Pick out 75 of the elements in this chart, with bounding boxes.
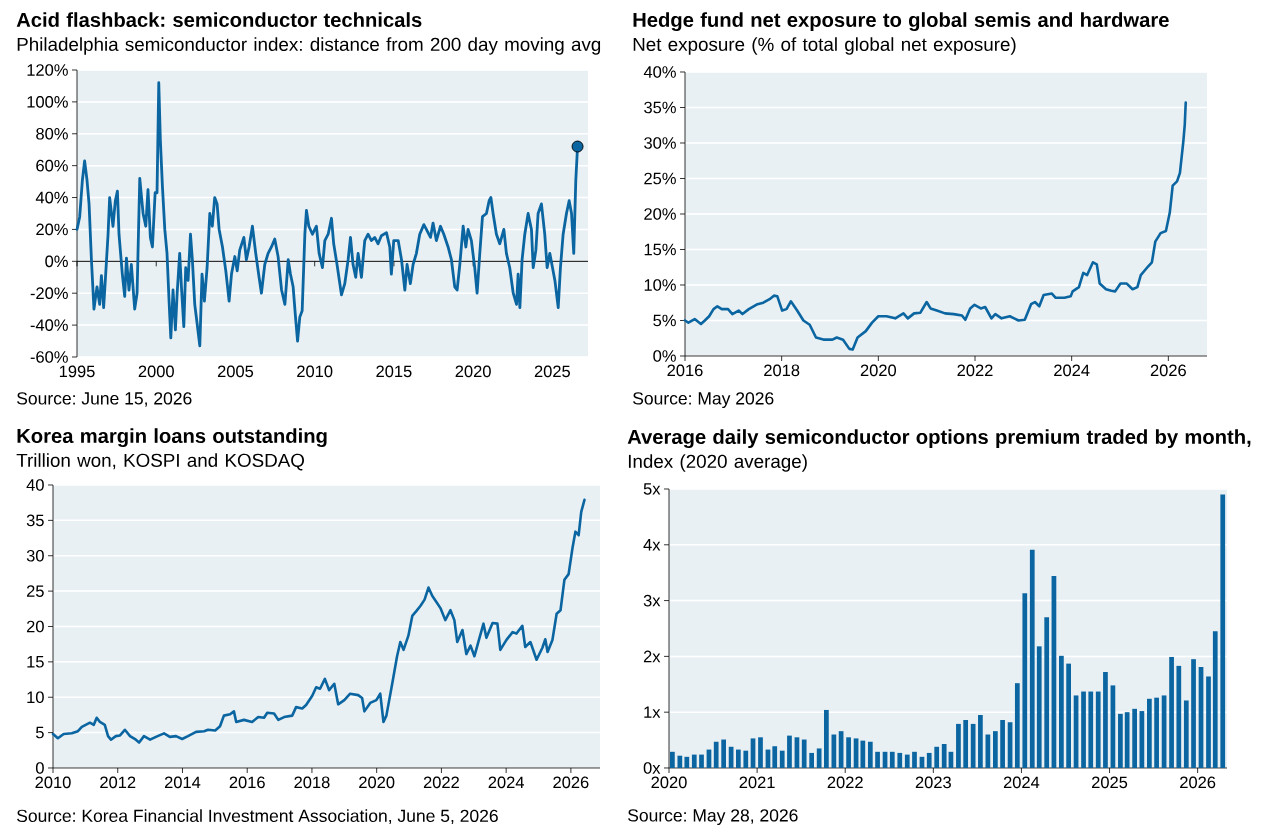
chart-subtitle: Philadelphia semiconductor index: distance from 200 day moving avg: [17, 37, 601, 55]
x-tick-label: 2005: [217, 365, 254, 378]
x-tick-label: 2015: [376, 365, 412, 378]
y-tick-label: 80%: [36, 127, 68, 140]
x-tick-label: 2010: [35, 776, 71, 789]
x-tick-label: 2016: [229, 776, 265, 789]
y-tick-label: 5x: [643, 483, 661, 495]
y-tick-label: 15%: [644, 243, 676, 256]
x-tick-label: 2000: [138, 365, 174, 378]
y-tick-label: 35: [26, 514, 44, 527]
x-tick-label: 2021: [739, 776, 775, 789]
y-tick-label: 20%: [36, 223, 68, 236]
x-tick-label: 2025: [1092, 776, 1128, 789]
y-tick-label: 10: [27, 691, 44, 704]
x-tick-label: 2024: [1003, 776, 1040, 789]
y-tick-label: 25%: [644, 172, 676, 185]
y-tick-label: 10%: [644, 279, 676, 291]
y-tick-label: 5%: [653, 314, 676, 327]
x-tick-label: 2020: [860, 364, 897, 377]
source-note: Source: May 28, 2026: [628, 809, 798, 826]
y-tick-label: 40%: [35, 191, 68, 204]
x-tick-label: 2026: [1150, 364, 1186, 377]
y-tick-label: 30: [26, 549, 44, 562]
x-tick-label: 2018: [764, 364, 800, 377]
y-tick-label: 4x: [643, 539, 661, 551]
x-tick-label: 2010: [297, 365, 333, 378]
y-tick-label: -60%: [30, 351, 68, 363]
chart-title: Korea margin loans outstanding: [17, 428, 327, 448]
y-tick-label: 40: [26, 479, 44, 491]
y-tick-label: 15: [27, 656, 44, 668]
y-tick-label: 20%: [644, 208, 676, 220]
source-note: Source: June 15, 2026: [17, 392, 192, 407]
y-tick-label: -20%: [30, 287, 68, 300]
chart-subtitle: Trillion won, KOSPI and KOSDAQ: [16, 453, 304, 471]
x-tick-label: 1995: [59, 365, 95, 378]
x-tick-label: 2025: [534, 365, 571, 378]
x-tick-label: 2024: [1054, 364, 1090, 377]
y-tick-label: 0x: [643, 762, 661, 774]
y-tick-label: 1x: [644, 706, 661, 718]
y-tick-label: 20: [26, 620, 44, 633]
y-tick-label: 3x: [643, 594, 661, 607]
y-tick-label: 2x: [643, 650, 661, 663]
x-tick-label: 2020: [455, 365, 491, 378]
y-tick-label: -40%: [30, 319, 68, 331]
x-tick-label: 2022: [827, 776, 863, 789]
x-tick-label: 2014: [164, 776, 201, 789]
y-tick-label: 5: [35, 726, 44, 739]
y-tick-label: 40%: [643, 66, 676, 78]
y-tick-label: 35%: [644, 101, 676, 114]
x-tick-label: 2022: [423, 776, 459, 789]
y-tick-label: 0%: [45, 255, 68, 268]
y-tick-label: 30%: [644, 137, 676, 149]
x-tick-label: 2012: [100, 776, 136, 789]
chart-title: Acid flashback: semiconductor technicals: [16, 12, 422, 28]
chart-title: Hedge fund net exposure to global semis and hardware: [633, 12, 1169, 32]
x-tick-label: 2020: [651, 776, 687, 789]
source-note: Source: May 2026: [633, 392, 774, 409]
x-tick-label: 2026: [1180, 776, 1216, 789]
chart-subtitle: Net exposure (% of total global net exposure): [633, 37, 1016, 55]
y-tick-label: 0: [35, 762, 44, 774]
chart-title: Average daily semiconductor options premium traded by month,: [627, 429, 1251, 449]
x-tick-label: 2022: [957, 364, 993, 377]
y-tick-label: 60%: [36, 159, 68, 172]
y-tick-label: 25: [26, 585, 44, 597]
x-tick-label: 2023: [915, 776, 951, 789]
x-tick-label: 2016: [667, 364, 703, 377]
x-tick-label: 2018: [294, 776, 330, 789]
y-tick-label: 100%: [27, 96, 68, 108]
y-tick-label: 120%: [27, 64, 68, 76]
x-tick-label: 2026: [553, 776, 589, 789]
y-tick-label: 0%: [653, 350, 676, 362]
x-tick-label: 2024: [488, 776, 524, 789]
chart-subtitle: Index (2020 average): [628, 454, 807, 472]
x-tick-label: 2020: [359, 776, 395, 789]
source-note: Source: Korea Financial Investment Association, June 5, 2026: [17, 809, 498, 825]
